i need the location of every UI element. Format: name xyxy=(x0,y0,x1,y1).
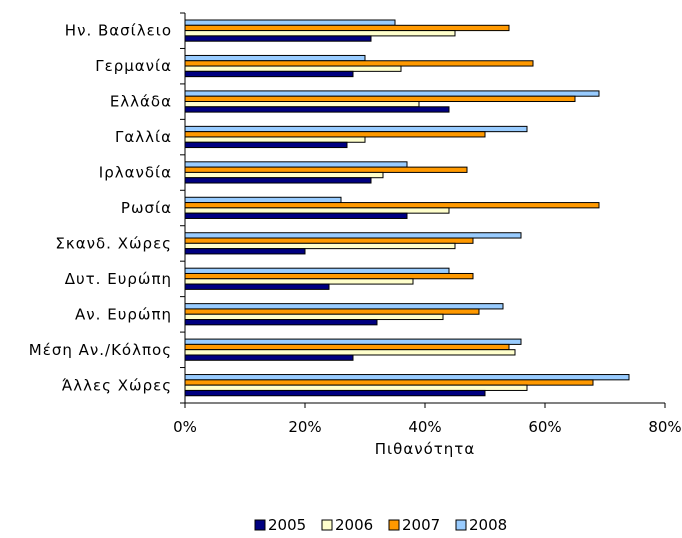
bar-2006-1 xyxy=(184,65,402,72)
bar-2008-2 xyxy=(184,90,600,97)
legend-swatch-2008 xyxy=(455,519,467,531)
category-label: Ρωσία xyxy=(121,199,172,217)
x-axis-title: Πιθανότητα xyxy=(375,440,475,458)
bar-2005-10 xyxy=(184,389,486,397)
category-label: Μέση Αν./Κόλπος xyxy=(29,341,172,359)
bar-2005-0 xyxy=(184,35,372,42)
bar-2005-3 xyxy=(184,141,348,149)
bar-2007-3 xyxy=(184,131,486,138)
bar-2006-5 xyxy=(184,207,450,214)
bar-2008-3 xyxy=(184,125,528,133)
bar-2007-1 xyxy=(184,60,534,67)
legend-label: 2006 xyxy=(335,516,373,534)
category-label: Ελλάδα xyxy=(110,93,172,111)
x-tick-label: 40% xyxy=(408,418,441,436)
bar-2008-9 xyxy=(184,338,522,345)
ticks-group xyxy=(180,12,666,408)
bar-2006-7 xyxy=(184,278,414,285)
legend-swatch-2006 xyxy=(321,519,333,531)
bar-2006-9 xyxy=(184,349,516,356)
category-label: Γαλλία xyxy=(115,128,172,146)
x-tick-label: 0% xyxy=(173,418,197,436)
bar-2005-1 xyxy=(184,70,354,78)
bar-2007-4 xyxy=(184,166,468,173)
bar-2007-2 xyxy=(184,95,576,103)
bar-2007-7 xyxy=(184,272,474,280)
bar-2005-4 xyxy=(184,177,372,184)
bar-2008-1 xyxy=(184,54,366,62)
x-tick-label: 80% xyxy=(648,418,681,436)
x-tick-label: 20% xyxy=(288,418,321,436)
legend-label: 2005 xyxy=(268,516,306,534)
bar-2006-2 xyxy=(184,101,420,108)
bar-2008-6 xyxy=(184,232,522,239)
bars-group xyxy=(184,19,630,397)
category-label: Ιρλανδία xyxy=(99,164,172,182)
bar-2008-7 xyxy=(184,267,450,274)
legend-swatch-2005 xyxy=(254,519,266,531)
bar-2007-9 xyxy=(184,343,510,351)
bar-2006-0 xyxy=(184,30,456,37)
bar-2008-5 xyxy=(184,196,342,204)
category-label: Δυτ. Ευρώπη xyxy=(65,270,172,288)
bar-2007-5 xyxy=(184,202,600,209)
category-label: Σκανδ. Χώρες xyxy=(55,234,172,252)
bar-2005-7 xyxy=(184,283,330,290)
x-tick-label: 60% xyxy=(528,418,561,436)
category-label: Αν. Ευρώπη xyxy=(75,305,172,323)
bar-2005-9 xyxy=(184,354,354,361)
legend: 2005 2006 2007 2008 xyxy=(254,516,507,534)
bar-2008-10 xyxy=(184,374,630,381)
bar-2005-8 xyxy=(184,319,378,326)
category-label: Γερμανία xyxy=(95,57,172,75)
bar-2008-0 xyxy=(184,19,396,26)
legend-swatch-2007 xyxy=(388,519,400,531)
legend-label: 2007 xyxy=(402,516,440,534)
x-tick-labels: 0% 20% 40% 60% 80% xyxy=(173,418,682,436)
bar-2006-3 xyxy=(184,136,366,143)
bar-2005-2 xyxy=(184,106,450,113)
bar-2006-8 xyxy=(184,313,444,321)
bar-2008-4 xyxy=(184,161,408,168)
bar-2006-10 xyxy=(184,384,528,391)
legend-label: 2008 xyxy=(469,516,507,534)
bar-2007-8 xyxy=(184,308,480,315)
category-labels: Ην. Βασίλειο Γερμανία Ελλάδα Γαλλία Ιρλανδία… xyxy=(29,22,172,395)
bar-2006-4 xyxy=(184,171,384,179)
bar-2007-10 xyxy=(184,379,594,386)
bar-2005-5 xyxy=(184,212,408,219)
category-label: Άλλες Χώρες xyxy=(62,376,172,394)
bar-2007-6 xyxy=(184,237,474,244)
bar-2006-6 xyxy=(184,242,456,250)
bar-2007-0 xyxy=(184,24,510,32)
category-label: Ην. Βασίλειο xyxy=(65,22,172,40)
bar-2005-6 xyxy=(184,248,306,255)
bar-2008-8 xyxy=(184,303,504,310)
